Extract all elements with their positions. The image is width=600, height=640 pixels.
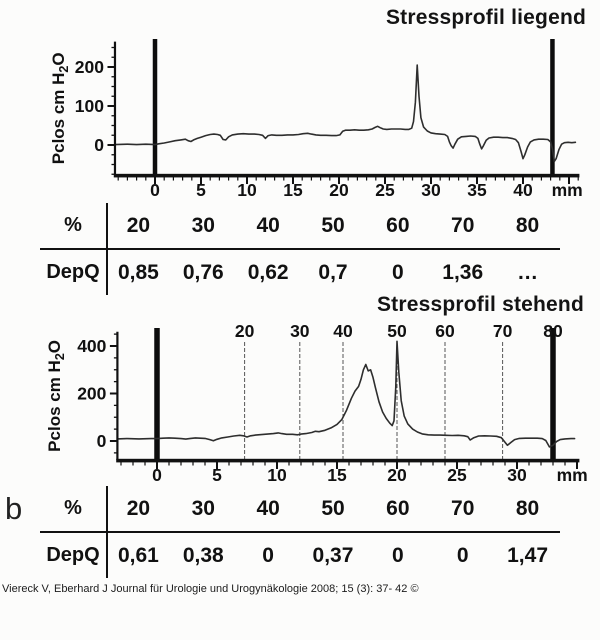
- y-axis-label: Pclos cm H2O: [45, 340, 67, 452]
- percent-row: % 20 30 40 50 60 70 80: [40, 203, 560, 248]
- percent-cell: 40: [256, 213, 280, 237]
- depq-cell: 0: [392, 543, 404, 567]
- percent-row-label: %: [64, 497, 82, 519]
- x-axis: [113, 173, 580, 178]
- depq-cell: 0,76: [182, 260, 224, 284]
- catheter-marker-bar: [154, 328, 160, 460]
- liegend-plot: 0 100 200 0 5 10 15 20 25 30 35 40 mm Pclos cm H2O: [49, 39, 583, 200]
- percent-cell: 60: [386, 213, 410, 237]
- depq-cell: 0,7: [318, 260, 348, 284]
- x-tick-label: 30: [507, 465, 527, 485]
- chart-title-stehend: Stressprofil stehend: [376, 293, 584, 316]
- depq-cell: 1,47: [507, 543, 548, 567]
- depq-cell: 0: [456, 543, 469, 567]
- x-tick-label: 5: [212, 465, 222, 485]
- percent-cell: 40: [256, 496, 280, 520]
- x-tick-label: 20: [387, 465, 407, 485]
- depq-row: DepQ 0,61 0,38 0 0,37 0 0 1,47: [40, 533, 560, 578]
- depq-cell: 1,36: [442, 260, 484, 284]
- x-tick-label: 20: [329, 180, 349, 200]
- pressure-chart-liegend: 0 100 200 0 5 10 15 20 25 30 35 40 mm Pclos cm H2O: [0, 35, 600, 210]
- percent-row: % 20 30 40 50 60 70 80: [40, 486, 560, 531]
- panel-label-b: b: [5, 491, 23, 526]
- percent-cell: 50: [321, 213, 345, 237]
- y-tick-label: 0: [94, 135, 104, 155]
- depq-cell: 0: [392, 260, 404, 284]
- depq-cell: 0,38: [182, 543, 224, 567]
- y-tick-label: 200: [75, 57, 104, 77]
- x-tick-label: 5: [196, 180, 206, 200]
- x-tick-label: 10: [267, 465, 287, 485]
- depq-cell: 0,62: [247, 260, 289, 284]
- percent-row-label: %: [64, 214, 82, 236]
- citation: Viereck V, Eberhard J Journal für Urolog…: [2, 583, 419, 595]
- x-tick-label: 40: [513, 180, 533, 200]
- table-row-divider: [40, 248, 560, 250]
- x-tick-label: 35: [467, 180, 487, 200]
- percent-cell: 80: [515, 496, 540, 520]
- catheter-marker-bar: [152, 39, 158, 176]
- percent-cell: 30: [191, 213, 215, 237]
- percent-gridline-label: 30: [290, 321, 310, 341]
- y-tick-label: 0: [97, 431, 107, 451]
- pressure-trace: [114, 64, 577, 163]
- percent-cell: 70: [451, 213, 475, 237]
- catheter-marker-bar: [550, 328, 556, 460]
- pressure-trace: [116, 340, 576, 448]
- x-tick-label: 10: [237, 180, 257, 200]
- percent-gridline-label: 80: [543, 321, 563, 341]
- x-tick-label: 25: [447, 465, 467, 485]
- x-tick-label: 0: [152, 465, 162, 485]
- percent-cell: 50: [321, 496, 345, 520]
- chart-title-liegend: Stressprofil liegend: [385, 6, 586, 29]
- percent-cell: 30: [191, 496, 215, 520]
- percent-cell: 20: [126, 213, 151, 237]
- x-tick-label: 30: [421, 180, 441, 200]
- x-unit-label: mm: [552, 180, 583, 200]
- x-tick-label: 25: [375, 180, 395, 200]
- percent-gridline-label: 50: [387, 321, 407, 341]
- depq-table-stehend: % 20 30 40 50 60 70 80 DepQ 0,61 0,38 0 …: [40, 486, 560, 578]
- depq-row-label: DepQ: [46, 544, 100, 566]
- x-tick-label: 15: [283, 180, 303, 200]
- depq-row-label: DepQ: [46, 261, 100, 283]
- percent-cell: 70: [451, 496, 475, 520]
- x-axis: [116, 458, 580, 463]
- percent-gridline-label: 40: [333, 321, 353, 341]
- x-tick-label: 15: [327, 465, 347, 485]
- depq-cell: 0,37: [312, 543, 354, 567]
- depq-cell: …: [517, 260, 539, 284]
- percent-gridline-label: 70: [493, 321, 513, 341]
- stehend-plot: 0 200 400 0 5 10 15 20 25 30 mm 20 30 40 50 60 70 80 Pclos…: [45, 321, 588, 485]
- depq-row: DepQ 0,85 0,76 0,62 0,7 0 1,36 …: [40, 250, 560, 295]
- y-axis-label: Pclos cm H2O: [49, 52, 71, 164]
- table-row-divider: [40, 531, 560, 533]
- y-tick-label: 200: [77, 384, 106, 404]
- percent-gridline-label: 60: [435, 321, 455, 341]
- percent-cell: 20: [126, 496, 151, 520]
- table-column-divider: [106, 203, 109, 295]
- depq-cell: 0,61: [117, 543, 159, 567]
- percent-gridline-label: 20: [235, 321, 255, 341]
- y-tick-label: 400: [77, 336, 106, 356]
- pressure-chart-stehend: 0 200 400 0 5 10 15 20 25 30 mm 20 30 40 50 60 70 80 Pclos…: [0, 318, 600, 490]
- depq-table-liegend: % 20 30 40 50 60 70 80 DepQ 0,85 0,76 0,…: [40, 203, 560, 295]
- percent-cell: 80: [515, 213, 540, 237]
- x-unit-label: mm: [557, 465, 588, 485]
- table-column-divider: [106, 486, 109, 578]
- y-tick-label: 100: [75, 96, 104, 116]
- depq-cell: 0: [262, 543, 274, 567]
- x-tick-label: 0: [150, 180, 160, 200]
- percent-cell: 60: [386, 496, 410, 520]
- catheter-marker-bar: [550, 39, 555, 176]
- depq-cell: 0,85: [117, 260, 159, 284]
